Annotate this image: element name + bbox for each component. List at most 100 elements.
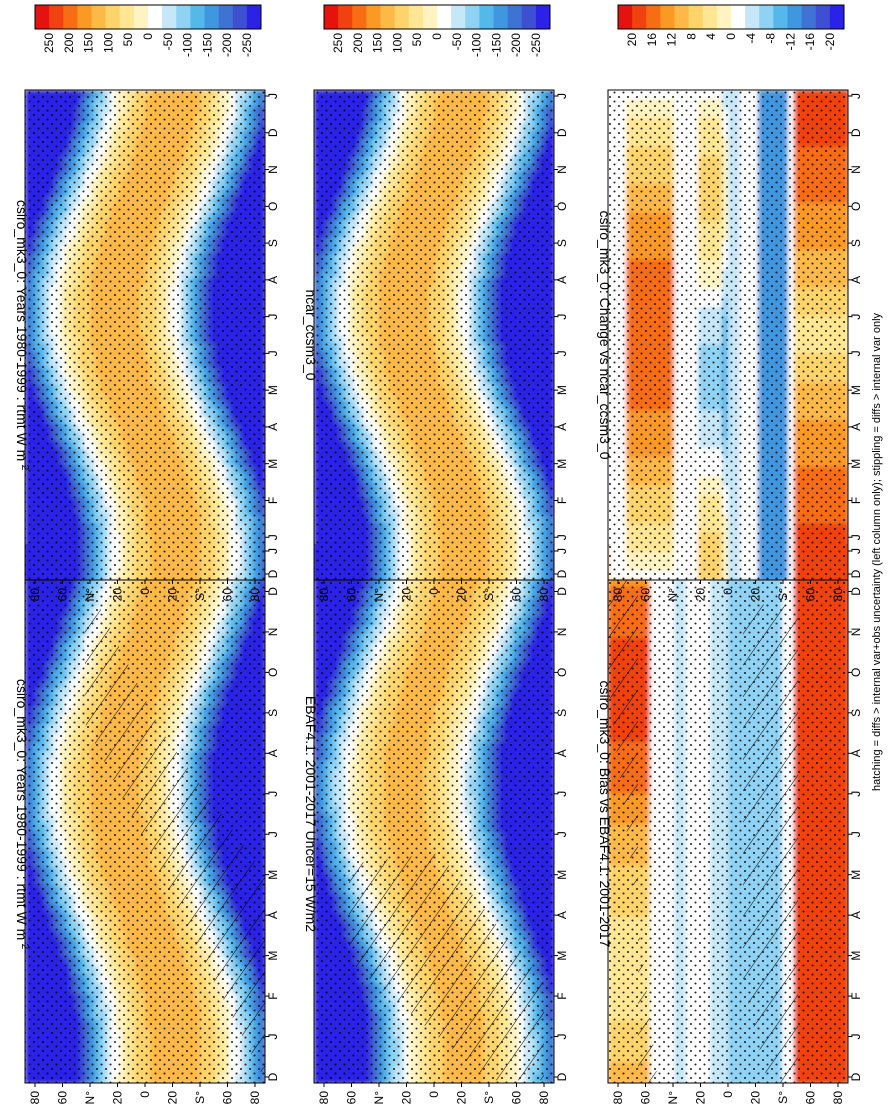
figure-note: hatching = diffs > internal var+obs unce… — [871, 312, 883, 791]
month-tick-1-9: S — [266, 239, 280, 247]
colorbar-label-1-9: -200 — [220, 33, 234, 57]
month-tick-2-13: J — [555, 548, 569, 554]
month-tick-3-12: D — [555, 128, 569, 137]
colorbar-swatch-3-5 — [394, 5, 410, 29]
colorbar-swatch-3-9 — [451, 5, 466, 29]
colorbar-label-5-5: 0 — [724, 33, 738, 40]
month-tick-5-7: J — [849, 314, 863, 320]
y-ticks-5: 80 60 N° 20 0 20 S° 60 80 — [611, 580, 845, 601]
colorbar-swatch-3-3 — [366, 5, 381, 29]
lat-tick-4-2: N° — [666, 1091, 680, 1105]
month-tick-0-1: J — [266, 1034, 280, 1040]
month-tick-4-8: A — [849, 749, 863, 757]
month-tick-3-6: J — [555, 350, 569, 356]
colorbar-swatch-5-9 — [745, 5, 760, 29]
month-tick-1-7: J — [266, 314, 280, 320]
colorbar-swatch-3-6 — [408, 5, 424, 29]
colorbar-swatch-5-2 — [646, 5, 661, 29]
colorbar-swatch-1-8 — [148, 5, 163, 29]
lat-tick-2-0: 80 — [317, 1091, 331, 1105]
colorbar-label-3-7: -100 — [470, 33, 484, 57]
month-tick-2-1: J — [555, 1034, 569, 1040]
colorbar-label-5-1: 16 — [645, 33, 659, 47]
month-tick-5-3: M — [849, 459, 863, 469]
colorbar-label-1-10: -250 — [240, 33, 254, 57]
stipple-5 — [608, 90, 848, 580]
lat-tick-2-6: S° — [482, 1091, 496, 1104]
month-tick-3-13: J — [555, 93, 569, 99]
colorbar-swatch-1-3 — [77, 5, 92, 29]
month-tick-4-4: A — [849, 911, 863, 919]
month-tick-5-12: D — [849, 128, 863, 137]
lat-tick-5-2: N° — [666, 588, 680, 602]
panel-title-2: EBAF4.1: 2001-2017 Uncer=15 W/m2 — [303, 696, 319, 932]
lat-tick-1-6: S° — [193, 588, 207, 601]
lat-tick-0-7: 60 — [221, 1091, 235, 1105]
y-ticks-0: 80 60 N° 20 0 20 S° 60 80 — [28, 1083, 262, 1104]
x-ticks-5: D J F M A M J J A S O N D J — [848, 93, 863, 578]
colorbar-label-5-3: 8 — [684, 33, 698, 40]
colorbar-swatch-5-0 — [618, 5, 633, 29]
lat-tick-4-6: S° — [776, 1091, 790, 1104]
month-tick-0-7: J — [266, 791, 280, 797]
month-tick-3-1: J — [555, 534, 569, 540]
month-tick-2-8: A — [555, 749, 569, 757]
month-tick-1-4: A — [266, 423, 280, 431]
lat-tick-1-8: 80 — [248, 588, 262, 602]
x-ticks-1: D J F M A M J J A S O N D J — [265, 93, 280, 578]
month-tick-2-5: M — [555, 870, 569, 880]
colorbar-swatch-3-13 — [507, 5, 523, 29]
lat-tick-3-8: 80 — [537, 588, 551, 602]
colorbar-label-5-7: -8 — [764, 33, 778, 44]
colorbar-swatch-1-6 — [119, 5, 135, 29]
panel-title-0: csiro_mk3_0: Years 1980-1999 : rtmt W m-… — [14, 679, 30, 950]
colorbar-swatch-1-14 — [232, 5, 248, 29]
colorbar-swatch-3-15 — [535, 5, 551, 29]
month-tick-4-9: S — [849, 709, 863, 717]
lat-tick-3-2: N° — [372, 588, 386, 602]
colorbar-swatch-1-10 — [176, 5, 191, 29]
colorbar-swatch-1-12 — [204, 5, 220, 29]
lat-tick-1-7: 60 — [221, 588, 235, 602]
lat-tick-0-6: S° — [193, 1091, 207, 1104]
panel-4: D J F M A M J J A S O N D J 80 60 N° 20 0 20 S° 60 80 csiro_m… — [597, 504, 863, 1104]
colorbar-swatch-5-1 — [632, 5, 647, 29]
month-tick-1-6: J — [266, 350, 280, 356]
lat-tick-0-4: 0 — [138, 1091, 152, 1098]
month-tick-2-2: F — [555, 992, 569, 999]
colorbar-label-1-4: 50 — [121, 33, 135, 47]
hatch-4b — [743, 604, 798, 1083]
lat-tick-3-3: 20 — [400, 588, 414, 602]
lat-tick-1-5: 20 — [166, 588, 180, 602]
lat-tick-1-0: 80 — [28, 588, 42, 602]
month-tick-1-10: O — [266, 202, 280, 211]
lat-tick-3-6: S° — [482, 588, 496, 601]
lat-tick-0-0: 80 — [28, 1091, 42, 1105]
month-tick-0-0: D — [266, 1072, 280, 1081]
month-tick-5-4: A — [849, 423, 863, 431]
month-tick-5-2: F — [849, 497, 863, 504]
colorbar-label-5-4: 4 — [704, 33, 718, 40]
lat-tick-3-0: 80 — [317, 588, 331, 602]
lat-tick-5-5: 20 — [749, 588, 763, 602]
month-tick-1-0: D — [266, 569, 280, 578]
colorbar-swatch-5-10 — [759, 5, 774, 29]
colorbar-swatch-3-8 — [437, 5, 452, 29]
month-tick-4-3: M — [849, 951, 863, 961]
colorbar-swatch-1-11 — [190, 5, 205, 29]
month-tick-4-12: D — [849, 587, 863, 596]
colorbar-label-5-10: -20 — [823, 33, 837, 51]
y-ticks-4: 80 60 N° 20 0 20 S° 60 80 — [611, 1083, 845, 1104]
colorbar-label-5-2: 12 — [665, 33, 679, 47]
month-tick-4-6: J — [849, 831, 863, 837]
month-tick-3-10: O — [555, 202, 569, 211]
lat-tick-1-4: 0 — [138, 588, 152, 595]
colorbar-swatch-1-1 — [49, 5, 64, 29]
colorbar-swatch-5-13 — [801, 5, 817, 29]
lat-tick-5-3: 20 — [694, 588, 708, 602]
stipple-1 — [25, 90, 265, 580]
month-tick-3-2: F — [555, 497, 569, 504]
